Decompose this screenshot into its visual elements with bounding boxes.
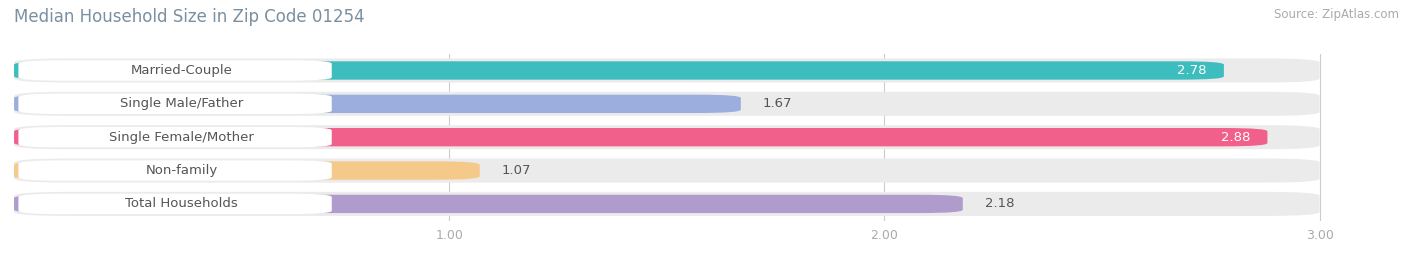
Text: Source: ZipAtlas.com: Source: ZipAtlas.com — [1274, 8, 1399, 21]
FancyBboxPatch shape — [14, 195, 963, 213]
FancyBboxPatch shape — [18, 94, 332, 114]
Text: Single Female/Mother: Single Female/Mother — [110, 131, 254, 144]
FancyBboxPatch shape — [14, 161, 479, 180]
Text: Married-Couple: Married-Couple — [131, 64, 232, 77]
FancyBboxPatch shape — [18, 194, 332, 214]
Text: 1.07: 1.07 — [502, 164, 531, 177]
FancyBboxPatch shape — [14, 95, 741, 113]
Text: 2.78: 2.78 — [1177, 64, 1206, 77]
FancyBboxPatch shape — [14, 192, 1320, 216]
Text: Non-family: Non-family — [145, 164, 218, 177]
FancyBboxPatch shape — [14, 61, 1223, 80]
Text: 1.67: 1.67 — [762, 97, 792, 110]
FancyBboxPatch shape — [14, 92, 1320, 116]
FancyBboxPatch shape — [18, 127, 332, 147]
FancyBboxPatch shape — [14, 58, 1320, 83]
FancyBboxPatch shape — [18, 60, 332, 81]
FancyBboxPatch shape — [14, 128, 1267, 146]
Text: Median Household Size in Zip Code 01254: Median Household Size in Zip Code 01254 — [14, 8, 364, 26]
Text: Total Households: Total Households — [125, 197, 238, 210]
FancyBboxPatch shape — [14, 158, 1320, 183]
Text: Single Male/Father: Single Male/Father — [120, 97, 243, 110]
FancyBboxPatch shape — [18, 160, 332, 181]
Text: 2.88: 2.88 — [1220, 131, 1250, 144]
FancyBboxPatch shape — [14, 125, 1320, 149]
Text: 2.18: 2.18 — [984, 197, 1014, 210]
